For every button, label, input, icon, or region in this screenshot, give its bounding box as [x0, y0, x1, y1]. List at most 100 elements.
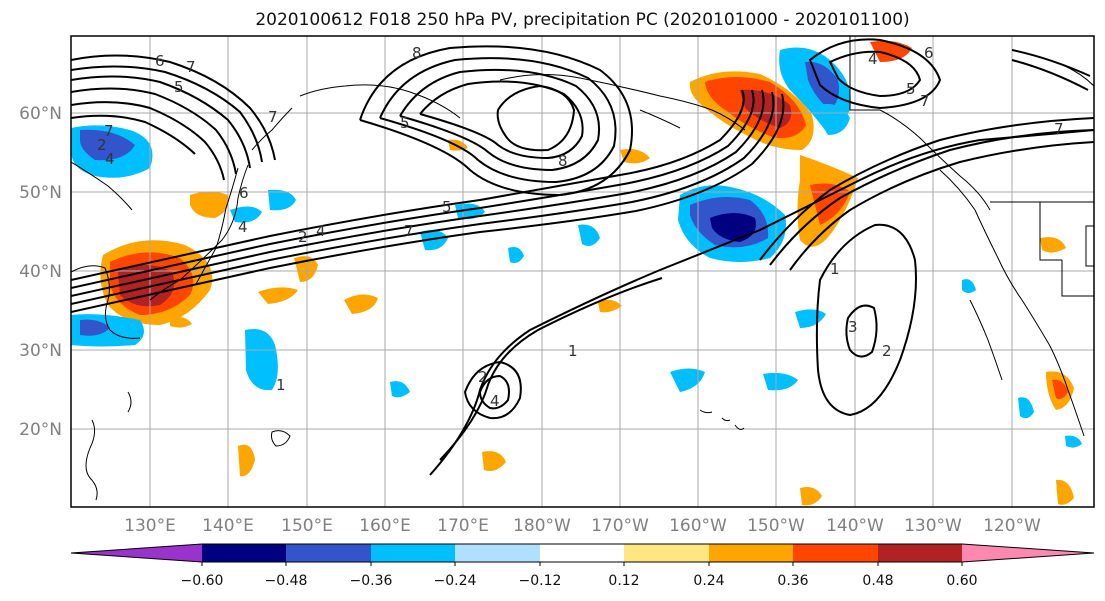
contour-label: 2 [298, 228, 308, 246]
pv-contours [71, 38, 1094, 476]
precip-pos-region [620, 149, 650, 164]
contour-label: 5 [442, 198, 452, 216]
contour-label: 8 [558, 152, 568, 170]
plot-frame [70, 35, 1095, 508]
colorbar-swatch [878, 544, 962, 562]
colorbar-swatch [962, 544, 1094, 562]
contour-label: 2 [478, 368, 488, 386]
precip-neg-region [245, 329, 278, 391]
colorbar-tick-label: −0.12 [519, 573, 562, 589]
colorbar: −0.60 −0.48 −0.36 −0.24 −0.12 0.12 0.24 … [70, 543, 1095, 589]
precip-neg-region [1065, 435, 1082, 448]
precip-neg-region [390, 381, 410, 398]
contour-label: 3 [848, 318, 858, 336]
precip-neg-region [1018, 397, 1034, 419]
precip-neg-region [80, 319, 110, 336]
precip-neg-region [268, 189, 296, 211]
colorbar-tick-label: 0.36 [777, 573, 808, 589]
precip-pos-region [1052, 379, 1068, 400]
lat-label: 30°N [19, 341, 62, 361]
colorbar-tick-label: 0.48 [862, 573, 893, 589]
precip-pos-region [482, 451, 506, 471]
colorbar-tick-label: −0.48 [265, 573, 308, 589]
contour-label: 6 [924, 44, 934, 62]
colorbar-tick-label: 0.12 [608, 573, 639, 589]
contour-label: 6 [155, 52, 165, 70]
precip-neg-region [80, 129, 135, 161]
colorbar-tick-label: 0.60 [946, 573, 977, 589]
lat-label: 20°N [19, 420, 62, 440]
colorbar-swatch [540, 544, 624, 562]
contour-label: 1 [276, 376, 286, 394]
colorbar-tick-label: −0.60 [181, 573, 224, 589]
contour-label: 5 [906, 80, 916, 98]
contour-label: 1 [830, 260, 840, 278]
contour-label: 8 [412, 44, 422, 62]
lon-label: 160°E [359, 516, 411, 536]
contour-labels: 6 7 5 4 2 7 8 5 8 7 4 5 7 2 4 6 5 7 6 4 … [97, 44, 1064, 410]
precip-pos-region [598, 299, 622, 313]
contour-label: 1 [568, 342, 578, 360]
colorbar-swatch [71, 544, 202, 562]
precip-pos-region [1040, 237, 1066, 253]
lon-label: 170°E [437, 516, 489, 536]
lon-label: 150°W [747, 516, 805, 536]
precip-neg-region [962, 279, 976, 293]
contour-label: 6 [239, 184, 249, 202]
precip-pos-region [344, 294, 378, 314]
contour-label: 2 [97, 136, 107, 154]
precip-pos-region [238, 444, 255, 477]
lat-label: 50°N [19, 183, 62, 203]
latitude-axis: 60°N 50°N 40°N 30°N 20°N [19, 104, 62, 440]
colorbar-tick-label: −0.24 [434, 573, 477, 589]
lon-label: 180°W [513, 516, 571, 536]
colorbar-tick-label: −0.36 [350, 573, 393, 589]
lon-label: 120°W [983, 516, 1041, 536]
lon-label: 150°E [281, 516, 333, 536]
precip-neg-region [508, 247, 524, 264]
contour-label: 4 [868, 50, 878, 68]
contour-label: 5 [174, 78, 184, 96]
lon-label: 170°W [591, 516, 649, 536]
colorbar-tick-labels: −0.60 −0.48 −0.36 −0.24 −0.12 0.12 0.24 … [181, 573, 978, 589]
precip-neg-region [818, 103, 850, 135]
contour-label: 4 [316, 222, 326, 240]
colorbar-tick-label: 0.24 [693, 573, 724, 589]
lon-label: 160°W [669, 516, 727, 536]
contour-label: 7 [404, 222, 414, 240]
precip-pos-region [170, 316, 192, 328]
colorbar-swatch [624, 544, 709, 562]
precip-neg-region [420, 230, 448, 251]
precip-neg-region [578, 224, 600, 246]
precip-pos-region [258, 287, 298, 304]
longitude-axis: 130°E 140°E 150°E 160°E 170°E 180°W 170°… [124, 516, 1041, 536]
colorbar-swatch [455, 544, 540, 562]
colorbar-swatch [286, 544, 371, 562]
precip-neg-region [670, 368, 705, 392]
precip-neg-region [230, 206, 262, 223]
contour-label: 4 [238, 218, 248, 236]
contour-label: 4 [490, 392, 500, 410]
lon-label: 140°W [826, 516, 884, 536]
contour-label: 5 [400, 114, 410, 132]
colorbar-swatch [793, 544, 878, 562]
contour-label: 7 [104, 122, 114, 140]
precip-pos-region [1056, 479, 1074, 505]
lon-label: 130°E [124, 516, 176, 536]
contour-label: 7 [920, 92, 930, 110]
contour-label: 7 [1054, 120, 1064, 138]
map-gridlines [71, 36, 1094, 507]
precip-pos-region [800, 487, 822, 506]
contour-label: 7 [186, 58, 196, 76]
lon-label: 140°E [202, 516, 254, 536]
lon-label: 130°W [904, 516, 962, 536]
colorbar-swatch [371, 544, 455, 562]
lat-label: 60°N [19, 104, 62, 124]
precip-pos-region [190, 191, 229, 218]
contour-label: 7 [268, 108, 278, 126]
contour-label: 4 [105, 150, 115, 168]
colorbar-ticks [201, 562, 963, 566]
lat-label: 40°N [19, 262, 62, 282]
colorbar-swatch [202, 544, 286, 562]
